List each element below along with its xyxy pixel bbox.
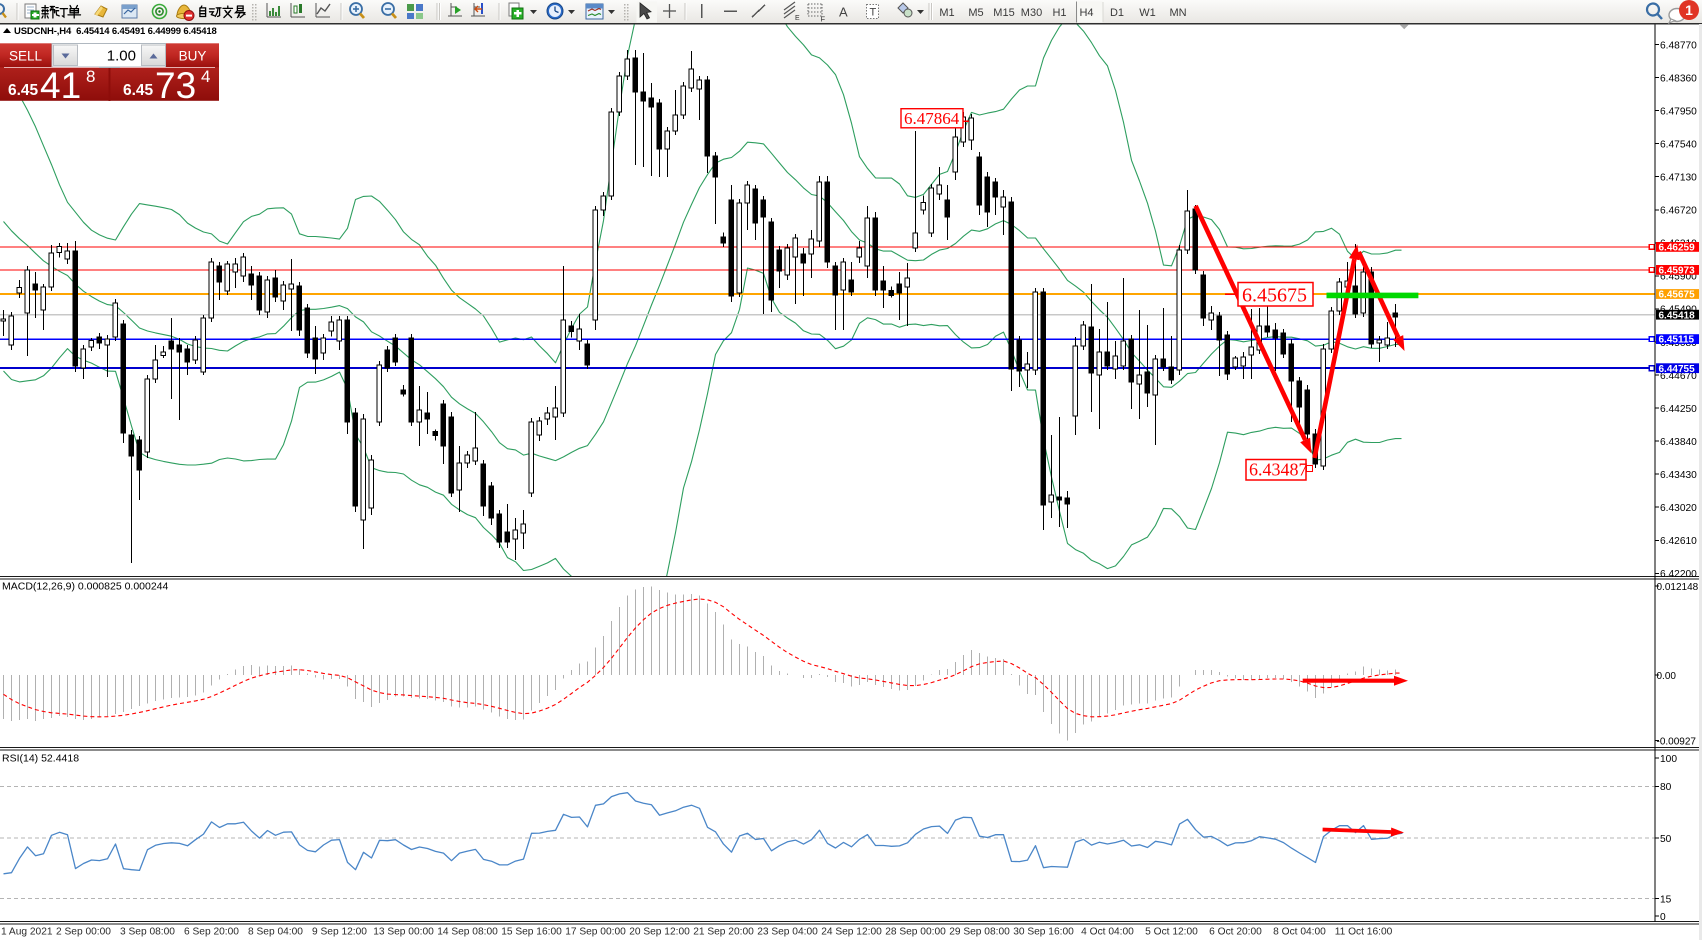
svg-text:6.45: 6.45 bbox=[8, 82, 39, 99]
svg-text:6.45: 6.45 bbox=[123, 82, 154, 99]
svg-text:3 Sep 08:00: 3 Sep 08:00 bbox=[120, 927, 175, 938]
svg-text:BUY: BUY bbox=[179, 49, 207, 64]
svg-text:5 Oct 12:00: 5 Oct 12:00 bbox=[1145, 927, 1198, 938]
svg-text:6.43840: 6.43840 bbox=[1660, 437, 1697, 448]
svg-text:6.42200: 6.42200 bbox=[1660, 569, 1697, 580]
svg-text:1 Aug 2021: 1 Aug 2021 bbox=[1, 927, 53, 938]
svg-text:8: 8 bbox=[86, 67, 95, 86]
svg-text:6.47540: 6.47540 bbox=[1660, 139, 1697, 150]
svg-text:6.42610: 6.42610 bbox=[1660, 536, 1697, 547]
svg-text:6.45115: 6.45115 bbox=[1659, 335, 1695, 346]
svg-text:2 Sep 00:00: 2 Sep 00:00 bbox=[56, 927, 111, 938]
svg-text:6.44755: 6.44755 bbox=[1659, 364, 1696, 375]
svg-text:W1: W1 bbox=[1139, 7, 1156, 19]
svg-text:6.43487: 6.43487 bbox=[1249, 460, 1308, 480]
svg-text:MACD(12,26,9) 0.000825 0.00024: MACD(12,26,9) 0.000825 0.000244 bbox=[2, 581, 169, 593]
svg-text:24 Sep 12:00: 24 Sep 12:00 bbox=[821, 927, 882, 938]
svg-text:A: A bbox=[839, 5, 848, 20]
svg-text:H4: H4 bbox=[1079, 7, 1093, 19]
svg-text:1: 1 bbox=[1685, 2, 1693, 18]
svg-text:20 Sep 12:00: 20 Sep 12:00 bbox=[629, 927, 690, 938]
svg-text:8 Oct 04:00: 8 Oct 04:00 bbox=[1273, 927, 1326, 938]
svg-text:T: T bbox=[870, 7, 877, 19]
svg-text:100: 100 bbox=[1660, 754, 1677, 765]
svg-text:SELL: SELL bbox=[9, 49, 43, 64]
svg-text:80: 80 bbox=[1660, 782, 1672, 793]
svg-text:6.43020: 6.43020 bbox=[1660, 503, 1697, 514]
svg-text:6.45900: 6.45900 bbox=[1660, 272, 1697, 283]
svg-text:6.45675: 6.45675 bbox=[1659, 290, 1696, 301]
svg-text:RSI(14) 52.4418: RSI(14) 52.4418 bbox=[2, 753, 79, 765]
svg-text:6.45418: 6.45418 bbox=[1659, 310, 1696, 321]
svg-text:50: 50 bbox=[1660, 834, 1672, 845]
svg-text:13 Sep 00:00: 13 Sep 00:00 bbox=[373, 927, 434, 938]
svg-text:M15: M15 bbox=[993, 7, 1014, 19]
svg-text:1.00: 1.00 bbox=[107, 48, 136, 65]
svg-text:73: 73 bbox=[155, 65, 196, 106]
svg-text:30 Sep 16:00: 30 Sep 16:00 bbox=[1013, 927, 1074, 938]
svg-text:29 Sep 08:00: 29 Sep 08:00 bbox=[949, 927, 1010, 938]
svg-text:M5: M5 bbox=[968, 7, 983, 19]
svg-text:11 Oct 16:00: 11 Oct 16:00 bbox=[1335, 927, 1393, 938]
svg-text:6.46259: 6.46259 bbox=[1659, 243, 1696, 254]
svg-text:17 Sep 00:00: 17 Sep 00:00 bbox=[565, 927, 626, 938]
svg-text:21 Sep 20:00: 21 Sep 20:00 bbox=[693, 927, 754, 938]
svg-text:D1: D1 bbox=[1110, 7, 1124, 19]
svg-text:6.46720: 6.46720 bbox=[1660, 206, 1697, 217]
svg-text:F: F bbox=[821, 15, 826, 24]
svg-text:USDCNH-,H4 6.45414 6.45491 6.: USDCNH-,H4 6.45414 6.45491 6.44999 6.454… bbox=[14, 26, 217, 37]
svg-text:H1: H1 bbox=[1052, 7, 1066, 19]
svg-text:6.47130: 6.47130 bbox=[1660, 173, 1697, 184]
svg-text:6.44670: 6.44670 bbox=[1660, 371, 1697, 382]
svg-text:28 Sep 00:00: 28 Sep 00:00 bbox=[885, 927, 946, 938]
svg-text:6.47864: 6.47864 bbox=[904, 109, 960, 128]
svg-text:6.45973: 6.45973 bbox=[1659, 266, 1696, 277]
svg-text:41: 41 bbox=[40, 65, 81, 106]
svg-text:MN: MN bbox=[1169, 7, 1186, 19]
svg-text:0.012148: 0.012148 bbox=[1657, 582, 1699, 593]
svg-text:M1: M1 bbox=[939, 7, 954, 19]
svg-text:0: 0 bbox=[1660, 912, 1666, 923]
svg-text:9 Sep 12:00: 9 Sep 12:00 bbox=[312, 927, 367, 938]
svg-text:4: 4 bbox=[201, 67, 210, 86]
svg-text:6 Sep 20:00: 6 Sep 20:00 bbox=[184, 927, 239, 938]
svg-text:6.44250: 6.44250 bbox=[1660, 404, 1697, 415]
svg-text:6 Oct 20:00: 6 Oct 20:00 bbox=[1209, 927, 1262, 938]
svg-text:15 Sep 16:00: 15 Sep 16:00 bbox=[501, 927, 562, 938]
svg-text:23 Sep 04:00: 23 Sep 04:00 bbox=[757, 927, 818, 938]
svg-text:6.48360: 6.48360 bbox=[1660, 73, 1697, 84]
svg-text:14 Sep 08:00: 14 Sep 08:00 bbox=[437, 927, 498, 938]
svg-text:4 Oct 04:00: 4 Oct 04:00 bbox=[1081, 927, 1134, 938]
svg-text:0.00: 0.00 bbox=[1657, 671, 1677, 682]
svg-text:M30: M30 bbox=[1021, 7, 1042, 19]
svg-text:E: E bbox=[795, 15, 800, 22]
svg-text:6.47950: 6.47950 bbox=[1660, 106, 1697, 117]
svg-text:6.43430: 6.43430 bbox=[1660, 470, 1697, 481]
svg-text:6.45675: 6.45675 bbox=[1242, 285, 1307, 307]
svg-text:15: 15 bbox=[1660, 894, 1672, 905]
svg-text:6.48770: 6.48770 bbox=[1660, 40, 1697, 51]
svg-text:8 Sep 04:00: 8 Sep 04:00 bbox=[248, 927, 303, 938]
svg-text:-0.00927: -0.00927 bbox=[1657, 737, 1697, 748]
